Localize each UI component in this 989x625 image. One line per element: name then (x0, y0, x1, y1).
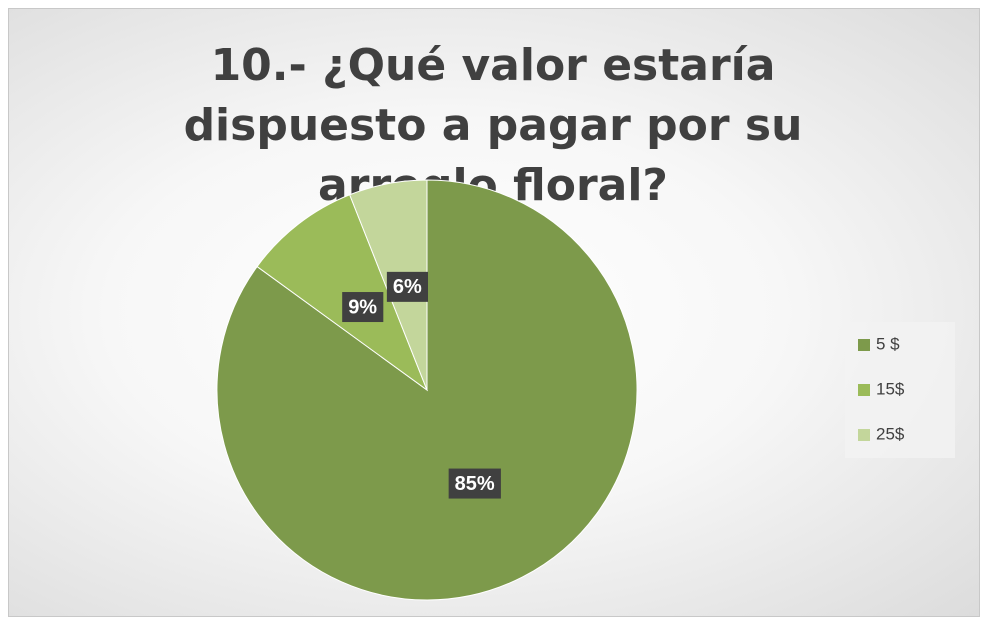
pie-slice (256, 194, 429, 392)
data-label-box (386, 271, 428, 302)
legend-swatch (858, 429, 870, 441)
data-label: 6% (393, 276, 422, 298)
data-label-box (448, 468, 501, 499)
data-label: 9% (348, 296, 377, 318)
legend-swatch (858, 384, 870, 396)
legend-label: 15$ (876, 379, 905, 398)
legend-label: 25$ (876, 424, 905, 443)
legend-swatch (858, 339, 870, 351)
data-label-box (342, 292, 384, 323)
legend-label: 5 $ (876, 334, 900, 353)
data-label: 85% (455, 473, 495, 495)
